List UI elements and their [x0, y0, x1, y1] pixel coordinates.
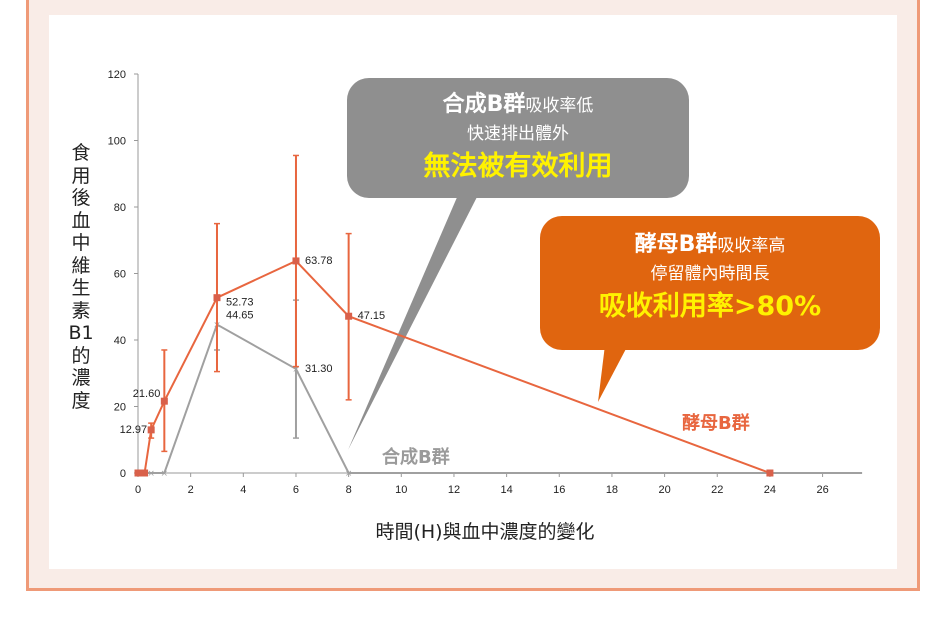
- data-point: ×: [292, 365, 300, 375]
- callout-title-suffix: 吸收率高: [717, 236, 786, 256]
- callout-line2: 停留體內時間長: [650, 264, 770, 284]
- x-tick-label: 4: [240, 484, 246, 496]
- x-tick-label: 0: [135, 484, 141, 496]
- data-label: 21.60: [133, 388, 161, 400]
- x-tick-label: 8: [346, 484, 352, 496]
- x-tick-label: 18: [606, 484, 618, 496]
- y-tick-label: 40: [114, 335, 126, 347]
- x-tick-label: 12: [448, 484, 460, 496]
- x-tick-label: 14: [500, 484, 512, 496]
- x-tick-label: 16: [553, 484, 565, 496]
- data-point: [147, 426, 155, 434]
- data-point: [292, 257, 300, 265]
- callout-title: 合成B群: [442, 92, 526, 117]
- data-label: 12.97: [120, 424, 148, 436]
- x-tick-label: 6: [293, 484, 299, 496]
- data-point: [134, 469, 142, 477]
- callout-title-suffix: 吸收率低: [525, 96, 594, 116]
- data-point: [160, 397, 168, 405]
- callout-line2: 快速排出體外: [467, 124, 569, 144]
- data-point: [141, 469, 149, 477]
- y-tick-label: 0: [120, 468, 126, 480]
- data-label: 52.73: [226, 297, 254, 309]
- x-tick-label: 10: [395, 484, 407, 496]
- data-label: 47.15: [358, 310, 386, 322]
- y-tick-label: 100: [108, 136, 126, 148]
- y-tick-label: 120: [108, 69, 126, 81]
- data-label: 63.78: [305, 255, 333, 267]
- data-label: 44.65: [226, 310, 254, 322]
- callout-line3: 無法被有效利用: [423, 151, 613, 182]
- series-line: [138, 259, 771, 474]
- callout-yeast: 酵母B群吸收率高 停留體內時間長 吸收利用率>80%: [540, 216, 880, 350]
- data-point: ×: [161, 469, 169, 479]
- callout-pointer-gray: [348, 195, 478, 450]
- callout-synthetic: 合成B群吸收率低 快速排出體外 無法被有效利用: [347, 78, 689, 198]
- x-axis-label: 時間(H)與血中濃度的變化: [375, 521, 595, 543]
- y-tick-label: 80: [114, 202, 126, 214]
- series-yeast: 12.97 21.60 52.73 63.78 47.15: [120, 154, 774, 477]
- data-point: [213, 294, 221, 302]
- data-point: [345, 312, 353, 320]
- data-label: 31.30: [305, 363, 333, 375]
- data-point: ×: [345, 469, 353, 479]
- x-tick-label: 26: [816, 484, 828, 496]
- y-axis-label: 食用後血中維生素B1的濃度: [68, 142, 94, 412]
- callout-line3: 吸收利用率>80%: [598, 291, 822, 322]
- x-tick-label: 24: [764, 484, 776, 496]
- callout-pointer-orange: [598, 345, 628, 402]
- callout-title: 酵母B群: [634, 232, 718, 257]
- x-tick-label: 20: [658, 484, 670, 496]
- series-label-synthetic: 合成B群: [382, 447, 450, 468]
- data-point: ×: [147, 469, 155, 479]
- series-label-yeast: 酵母B群: [682, 413, 750, 434]
- y-tick-label: 60: [114, 269, 126, 281]
- data-point: [766, 469, 774, 477]
- y-tick-label: 20: [114, 402, 126, 414]
- x-tick-label: 22: [711, 484, 723, 496]
- x-tick-label: 2: [188, 484, 194, 496]
